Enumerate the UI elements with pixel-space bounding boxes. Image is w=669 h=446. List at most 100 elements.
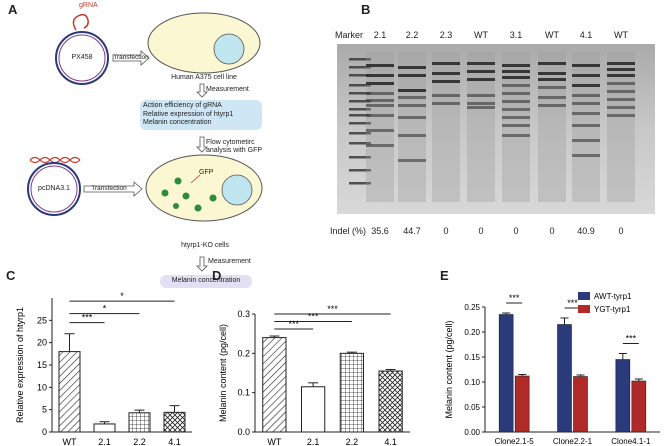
- gel-band: [538, 72, 566, 75]
- gel-band: [607, 98, 635, 101]
- chart-d: 0.0 0.1 0.2 0.3 Melanin content (pg/cell) WT 2…: [218, 304, 410, 446]
- plasmid-px458-icon: [55, 31, 109, 85]
- gel-band: [502, 70, 530, 73]
- indel-value: 0: [618, 226, 624, 236]
- gel-image: [337, 44, 655, 214]
- indel-value: 0: [513, 226, 519, 236]
- bar: [128, 412, 151, 433]
- assay-box-1: Action efficiency of gRNA Relative expre…: [140, 100, 262, 130]
- y-tick-label: 0.1: [237, 388, 250, 398]
- cell-a375-icon: [147, 12, 261, 74]
- y-tick-label: 0.25: [464, 303, 480, 312]
- panel-letter-d: D: [212, 268, 222, 283]
- significance-label: *: [120, 291, 124, 301]
- y-tick-label: 0.20: [464, 328, 480, 337]
- chart-c: 0 5 10 15 20 25 Relative expression of htyrp1 W…: [15, 291, 192, 446]
- grna-label: gRNA: [79, 2, 98, 9]
- gel-band: [538, 78, 566, 81]
- gel-band: [538, 104, 566, 107]
- nucleus-icon: [213, 33, 245, 65]
- gel-band: [467, 102, 495, 105]
- dna-insert-icon: [29, 156, 81, 164]
- bar: [262, 337, 287, 433]
- plasmid2-label: pcDNA3.1: [38, 185, 70, 192]
- gel-band: [572, 139, 600, 142]
- gel-band: [572, 154, 600, 157]
- y-tick-label: 20: [37, 338, 47, 348]
- panel-a-diagram: [27, 12, 263, 272]
- chart-e: 0.00 0.05 0.10 0.15 0.20 0.25 Melanin content …: [444, 292, 660, 446]
- marker-band: [349, 142, 371, 145]
- gel-band: [467, 78, 495, 81]
- gel-band: [398, 74, 426, 77]
- gel-band: [432, 94, 460, 97]
- y-tick-label: 0.05: [464, 403, 480, 412]
- gel-band: [366, 114, 394, 117]
- panel-letter-a: A: [8, 2, 18, 17]
- x-tick-label: WT: [267, 437, 281, 446]
- marker-band: [349, 100, 371, 103]
- y-tick-label: 0.2: [237, 348, 250, 358]
- gel-band: [398, 116, 426, 119]
- marker-label: Marker: [335, 30, 364, 40]
- significance-label: ***: [327, 304, 338, 314]
- gel-band: [502, 92, 530, 95]
- gel-band: [467, 70, 495, 73]
- gel-lane: [432, 52, 460, 202]
- assay-box-2: Melanin concentration: [160, 275, 252, 288]
- gel-band: [607, 82, 635, 85]
- y-tick-label: 0.00: [464, 428, 480, 437]
- gel-lane-label: WT: [474, 30, 488, 40]
- grna-hairpin-icon: [72, 13, 89, 31]
- gfp-label: GFP: [199, 169, 214, 176]
- gel-band: [502, 64, 530, 67]
- marker-band: [349, 92, 371, 95]
- gel-band: [432, 80, 460, 83]
- gel-band: [366, 99, 394, 102]
- y-tick-label: 0: [42, 427, 47, 437]
- gel-band: [572, 64, 600, 67]
- gel-band: [398, 89, 426, 92]
- measurement1-label: Measurement: [206, 86, 249, 93]
- y-tick-label: 10: [37, 382, 47, 392]
- plasmid-pcdna-icon: [27, 162, 81, 216]
- significance-label: ***: [626, 334, 637, 344]
- gel-band: [398, 159, 426, 162]
- measurement2-label: Measurement: [208, 258, 251, 265]
- gel-band: [572, 124, 600, 127]
- y-tick-label: 0.10: [464, 378, 480, 387]
- gel-band: [572, 112, 600, 115]
- panel-letter-b: B: [361, 2, 371, 17]
- panel-letter-e: E: [440, 268, 449, 283]
- marker-band: [349, 156, 371, 159]
- bar: [498, 314, 514, 433]
- x-tick-label: 2.2: [346, 437, 359, 446]
- gel-band: [366, 64, 394, 67]
- bar: [514, 375, 530, 433]
- gel-band: [607, 74, 635, 77]
- marker-band: [349, 108, 371, 111]
- gel-band: [502, 124, 530, 127]
- gel-band: [467, 106, 495, 109]
- bar: [615, 359, 631, 433]
- gel-band: [607, 62, 635, 65]
- flow-label: Flow cytometirc analysis with GFP: [206, 139, 263, 154]
- indel-value: 35.6: [371, 226, 389, 236]
- gel-band: [366, 129, 394, 132]
- x-tick-label: 2.1: [307, 437, 320, 446]
- gel-band: [366, 74, 394, 77]
- legend-label: YGT-tyrp1: [594, 305, 631, 314]
- gel-band: [502, 134, 530, 137]
- gel-band: [366, 82, 394, 85]
- transfection-arrow-2: [83, 181, 143, 197]
- marker-band: [349, 74, 371, 77]
- bar: [301, 386, 326, 433]
- gel-band: [366, 92, 394, 95]
- y-axis-label: Relative expression of htyrp1: [15, 307, 25, 423]
- gel-band: [366, 104, 394, 107]
- y-tick-label: 0.15: [464, 353, 480, 362]
- marker-band: [349, 84, 371, 87]
- gel-band: [432, 72, 460, 75]
- marker-band: [349, 169, 371, 172]
